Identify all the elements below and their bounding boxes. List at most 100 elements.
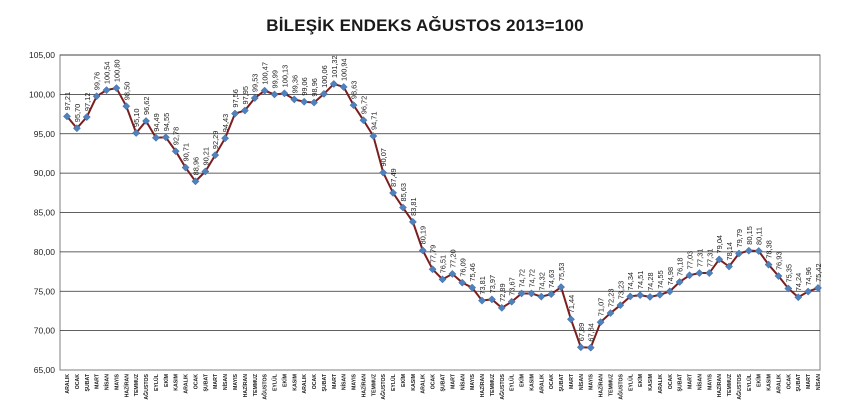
x-tick-label: KASIM	[292, 374, 298, 391]
data-point	[744, 246, 753, 255]
data-point	[675, 278, 684, 286]
data-label: 90,71	[182, 143, 191, 162]
x-tick-label: EKİM	[756, 374, 763, 387]
x-tick-label: EYLÜL	[627, 373, 634, 391]
data-point	[290, 95, 299, 104]
data-label: 100,06	[320, 65, 329, 88]
data-label: 72,89	[498, 283, 507, 301]
data-point	[734, 249, 743, 258]
data-label: 76,93	[774, 252, 783, 271]
data-point	[517, 289, 526, 298]
data-label: 100,80	[112, 59, 121, 82]
x-tick-label: KASIM	[174, 374, 180, 391]
data-point	[102, 86, 111, 95]
data-label: 77,20	[448, 249, 457, 268]
x-tick-label: NİSAN	[341, 374, 348, 390]
data-point	[151, 133, 160, 142]
x-tick-label: EYLÜL	[509, 373, 516, 391]
data-point	[487, 295, 496, 304]
data-label: 75,42	[814, 263, 823, 282]
data-label: 100,47	[261, 62, 270, 85]
data-label: 99,36	[290, 75, 299, 94]
data-label: 100,13	[280, 65, 289, 88]
data-point	[438, 275, 447, 284]
data-point	[339, 83, 348, 91]
data-point	[112, 84, 121, 93]
x-tick-label: ŞUBAT	[678, 373, 684, 391]
data-label: 97,12	[83, 93, 92, 112]
data-label: 77,03	[686, 251, 695, 270]
data-point	[547, 290, 556, 299]
data-label: 75,46	[468, 263, 477, 282]
data-point	[211, 151, 220, 160]
data-point	[319, 89, 328, 98]
data-label: 74,24	[794, 273, 803, 292]
data-point	[191, 177, 200, 186]
data-point	[72, 124, 81, 133]
data-label: 80,15	[745, 226, 754, 245]
x-tick-label: TEMMUZ	[134, 373, 140, 396]
data-point	[705, 269, 714, 278]
data-label: 67,89	[577, 323, 586, 342]
x-tick-label: TEMMUZ	[253, 373, 259, 396]
x-tick-label: ARALIK	[776, 374, 782, 394]
data-label: 77,31	[705, 249, 714, 268]
data-point	[794, 293, 803, 302]
x-tick-label: ŞUBAT	[796, 373, 802, 391]
data-point	[784, 284, 793, 293]
data-point	[596, 318, 605, 327]
data-point	[369, 132, 378, 140]
data-label: 79,79	[735, 229, 744, 248]
data-point	[63, 112, 71, 121]
data-label: 77,31	[695, 249, 704, 268]
data-point	[389, 188, 398, 197]
x-tick-label: EKİM	[637, 374, 644, 387]
data-point	[636, 291, 645, 300]
x-tick-label: MART	[95, 373, 101, 389]
data-point	[221, 134, 230, 143]
y-tick-label: 80,00	[34, 247, 56, 257]
x-tick-label: EKİM	[519, 374, 526, 387]
data-point	[527, 289, 536, 298]
data-label: 97,21	[63, 92, 72, 111]
x-tick-label: MART	[332, 373, 338, 389]
data-label: 94,49	[152, 113, 161, 132]
data-label: 74,96	[804, 267, 813, 286]
data-point	[616, 301, 625, 310]
data-point	[537, 292, 546, 301]
data-label: 71,44	[567, 295, 576, 314]
data-label: 73,23	[616, 281, 625, 300]
y-tick-label: 75,00	[34, 286, 56, 296]
data-label: 97,56	[231, 89, 240, 108]
data-label: 76,09	[458, 258, 467, 277]
data-point	[280, 89, 289, 98]
x-tick-label: TEMMUZ	[490, 373, 496, 396]
data-point	[715, 255, 724, 264]
data-label: 101,32	[330, 55, 339, 78]
y-tick-label: 70,00	[34, 326, 56, 336]
data-point	[329, 80, 338, 88]
data-label: 75,35	[784, 264, 793, 283]
x-tick-label: OCAK	[668, 374, 674, 390]
data-point	[497, 303, 506, 312]
data-point	[132, 129, 141, 137]
data-point	[458, 278, 467, 287]
data-label: 71,07	[597, 298, 606, 317]
data-label: 74,28	[646, 272, 655, 291]
data-point	[685, 271, 694, 280]
x-tick-label: KASIM	[767, 374, 773, 391]
data-point	[764, 260, 773, 269]
x-tick-label: ŞUBAT	[85, 373, 91, 391]
x-tick-label: NİSAN	[459, 374, 466, 390]
data-point	[161, 133, 170, 142]
data-label: 76,18	[676, 257, 685, 276]
x-tick-label: MAYIS	[352, 373, 358, 389]
data-label: 92,29	[211, 131, 220, 150]
data-point	[270, 90, 279, 99]
x-tick-label: HAZİRAN	[242, 374, 249, 398]
x-tick-label: MART	[806, 373, 812, 389]
x-tick-label: MART	[450, 373, 456, 389]
x-tick-label: HAZİRAN	[123, 374, 130, 398]
x-tick-label: ŞUBAT	[441, 373, 447, 391]
data-point	[725, 262, 734, 271]
